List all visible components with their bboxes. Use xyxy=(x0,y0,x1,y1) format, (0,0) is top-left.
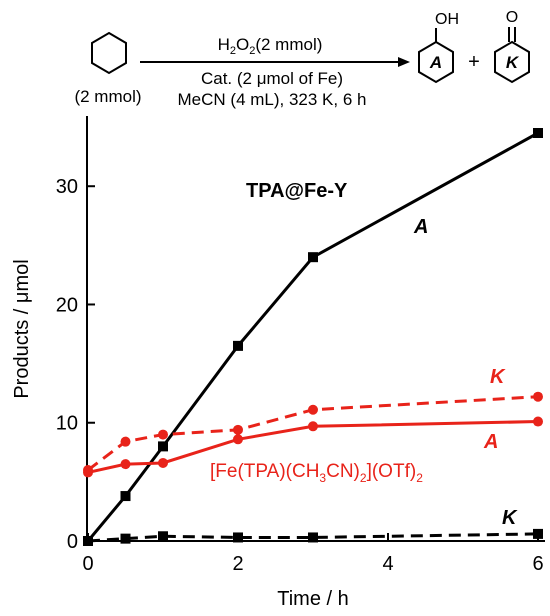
data-point xyxy=(120,459,131,470)
catalyst-label: Cat. (2 μmol of Fe) xyxy=(201,69,343,88)
x-tick-label: 4 xyxy=(382,553,393,575)
data-point xyxy=(233,434,243,445)
data-point xyxy=(120,436,131,447)
fe-tpa-part-e: ](OTf) xyxy=(367,461,417,482)
product-a-oh: OH xyxy=(435,11,459,28)
y-ticks: 0 10 20 30 xyxy=(56,176,95,553)
fe-tpa-part-c: CN) xyxy=(326,461,360,482)
y-tick-label: 30 xyxy=(56,176,78,198)
series-line xyxy=(86,131,539,542)
plus-sign: + xyxy=(468,51,480,73)
data-point xyxy=(233,424,243,435)
data-point xyxy=(308,252,318,263)
label-a-red: A xyxy=(483,431,498,453)
data-point xyxy=(83,536,93,546)
oxidant-label: H2O2(2 mmol) xyxy=(218,35,323,57)
y-tick-label: 10 xyxy=(56,413,78,435)
reaction-arrow-head xyxy=(398,57,410,67)
product-k-o: O xyxy=(506,9,518,26)
data-point xyxy=(158,457,168,468)
label-a-black: A xyxy=(413,216,428,238)
label-k-black: K xyxy=(502,507,518,529)
x-tick-label: 6 xyxy=(532,553,543,575)
data-point xyxy=(158,531,168,542)
oxidant-sub: 2 xyxy=(230,45,236,57)
data-point xyxy=(308,532,318,543)
oxidant-h: H xyxy=(218,35,230,54)
fe-tpa-label: [Fe(TPA)(CH3CN)2](OTf)2 xyxy=(210,461,423,485)
y-tick-label: 0 xyxy=(67,531,78,553)
x-tick-label: 0 xyxy=(82,553,93,575)
conditions-label: MeCN (4 mL), 323 K, 6 h xyxy=(178,90,367,109)
cyclohexane-reactant-ring xyxy=(91,31,127,75)
series-2 xyxy=(83,528,543,546)
fe-tpa-sub-2b: 2 xyxy=(416,471,423,485)
data-point xyxy=(308,404,318,415)
x-axis-label: Time / h xyxy=(277,588,349,610)
oxidant-amount: (2 mmol) xyxy=(255,35,322,54)
data-point xyxy=(233,532,243,543)
y-axis-label: Products / μmol xyxy=(11,259,33,398)
product-a-label: A xyxy=(429,53,442,72)
data-point xyxy=(120,491,131,502)
annotations: TPA@Fe-Y A K A [Fe(TPA)(CH3CN)2](OTf)2 K xyxy=(210,180,518,529)
reactant-amount: (2 mmol) xyxy=(74,87,141,106)
data-point xyxy=(158,429,168,440)
y-tick-label: 20 xyxy=(56,294,78,316)
data-point xyxy=(233,340,243,351)
fe-tpa-sub-3: 3 xyxy=(319,471,326,485)
data-point xyxy=(83,465,93,476)
oxidant-sub-b: 2 xyxy=(249,45,255,57)
data-point xyxy=(120,533,131,544)
data-point xyxy=(533,528,543,539)
data-point xyxy=(533,416,543,427)
fe-tpa-sub-2a: 2 xyxy=(360,471,367,485)
cyclohexanone-ring xyxy=(494,40,530,84)
series-line xyxy=(87,420,539,474)
x-tick-label: 2 xyxy=(232,553,243,575)
data-point xyxy=(158,441,168,452)
data-point xyxy=(308,421,318,432)
series-4 xyxy=(83,391,543,476)
data-point xyxy=(533,128,543,138)
tpa-fey-label: TPA@Fe-Y xyxy=(246,180,348,202)
oxidant-o: O xyxy=(236,35,249,54)
data-point xyxy=(533,391,543,402)
reaction-scheme: (2 mmol) H2O2(2 mmol) Cat. (2 μmol of Fe… xyxy=(74,9,530,109)
series-layer xyxy=(83,128,543,546)
cyclohexanol-ring xyxy=(418,40,454,84)
series-line xyxy=(87,395,539,472)
label-k-red: K xyxy=(490,366,506,388)
fe-tpa-part-a: [Fe(TPA)(CH xyxy=(210,461,319,482)
product-k-label: K xyxy=(506,53,520,72)
